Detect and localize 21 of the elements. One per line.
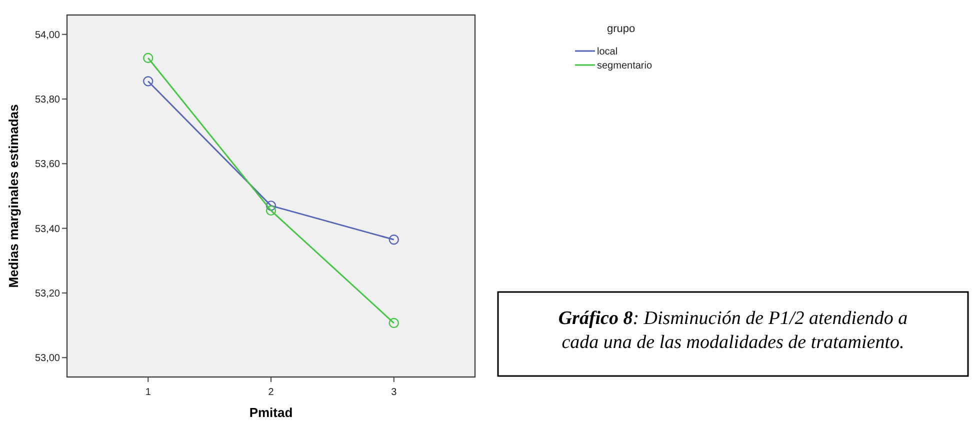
y-tick-label: 53,00 bbox=[34, 353, 60, 364]
y-tick-label: 53,80 bbox=[34, 94, 60, 106]
x-tick-label: 2 bbox=[268, 387, 274, 398]
x-tick-label: 3 bbox=[391, 387, 398, 398]
legend-label: local bbox=[597, 46, 618, 58]
point bbox=[266, 205, 276, 216]
legend-label: segmentario bbox=[597, 60, 652, 72]
legend-title: grupo bbox=[607, 23, 636, 35]
point bbox=[388, 318, 399, 328]
y-tick-label: 53,40 bbox=[34, 224, 60, 235]
text: Gráfico 8: Disminución de P1/2 atendiendo a cada una de las modalidades de tratamiento. bbox=[558, 308, 908, 353]
x-tick-label: 1 bbox=[145, 387, 152, 398]
point bbox=[143, 52, 154, 64]
y-axis-title: Medias marginales estimadas bbox=[6, 104, 21, 288]
point bbox=[388, 234, 399, 245]
point bbox=[143, 76, 154, 86]
point bbox=[266, 200, 276, 211]
x-axis-title: Pmitad bbox=[249, 405, 293, 420]
y-tick-label: 53,60 bbox=[34, 159, 60, 170]
y-tick-label: 53,20 bbox=[34, 288, 60, 300]
y-tick-label: 54,00 bbox=[34, 30, 60, 41]
